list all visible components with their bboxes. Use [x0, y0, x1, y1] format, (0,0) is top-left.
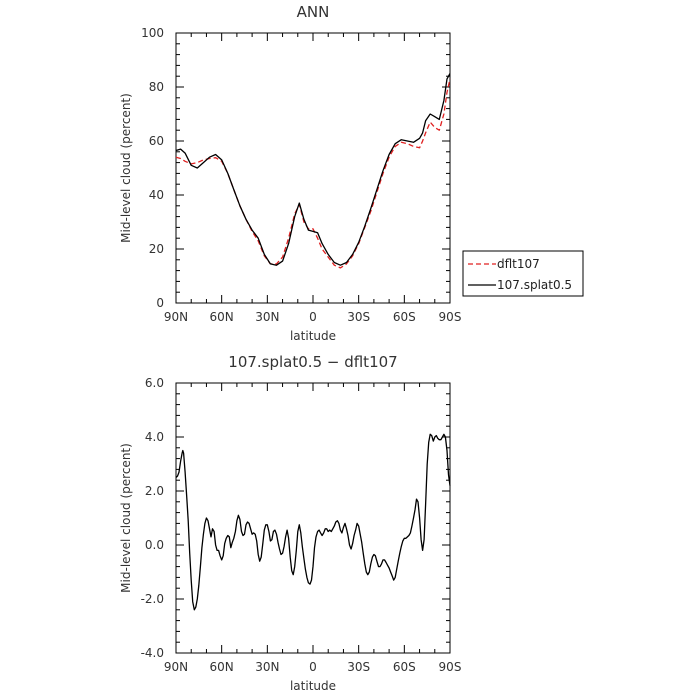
plot2-x-tick-label: 90N — [164, 660, 188, 674]
plot1-y-tick-label: 20 — [149, 242, 164, 256]
plot2-y-tick-label: 4.0 — [145, 430, 164, 444]
plot2-y-tick-label: 0.0 — [145, 538, 164, 552]
plot2-y-tick-label: 2.0 — [145, 484, 164, 498]
plot1-x-axis-label: latitude — [290, 329, 336, 343]
plot2-x-tick-label: 30N — [255, 660, 279, 674]
plot2-series-line-difference — [175, 433, 451, 611]
plot1-series-line-dflt107 — [175, 78, 451, 269]
plot1-frame — [175, 32, 451, 304]
plot1-y-tick-label: 40 — [149, 188, 164, 202]
plot1-y-axis-label: Mid-level cloud (percent) — [119, 93, 133, 243]
plot2-x-tick-label: 60S — [393, 660, 416, 674]
plot2-y-tick-label: -4.0 — [141, 646, 164, 660]
plot1-x-tick-label: 30N — [255, 310, 279, 324]
plot1-legend-box — [462, 250, 584, 297]
plot2-y-axis-label: Mid-level cloud (percent) — [119, 443, 133, 593]
plot2-x-tick-label: 90S — [439, 660, 462, 674]
plot1-y-tick-label: 0 — [156, 296, 164, 310]
plot2-x-tick-label: 0 — [309, 660, 317, 674]
plot2-x-tick-label: 60N — [210, 660, 234, 674]
plot2-frame — [175, 382, 451, 654]
plot2-y-tick-label: -2.0 — [141, 592, 164, 606]
plot2-x-axis-label: latitude — [290, 679, 336, 693]
plot1-y-tick-label: 80 — [149, 80, 164, 94]
plot1-series-line-107-splat0-5 — [175, 73, 451, 266]
plot2-y-tick-label: 6.0 — [145, 376, 164, 390]
plot1-legend-label: 107.splat0.5 — [497, 278, 572, 292]
plot1-x-tick-label: 60S — [393, 310, 416, 324]
plot1-x-tick-label: 30S — [347, 310, 370, 324]
plot2-title: 107.splat0.5 − dflt107 — [228, 353, 397, 371]
plot1-x-tick-label: 90S — [439, 310, 462, 324]
plot1-x-tick-label: 0 — [309, 310, 317, 324]
plot2-x-tick-label: 30S — [347, 660, 370, 674]
plot1-y-tick-label: 60 — [149, 134, 164, 148]
plot1-legend-label: dflt107 — [497, 257, 540, 271]
plot1-title: ANN — [297, 3, 330, 21]
plot1-x-tick-label: 60N — [210, 310, 234, 324]
plot1-y-tick-label: 100 — [141, 26, 164, 40]
plot1-x-tick-label: 90N — [164, 310, 188, 324]
